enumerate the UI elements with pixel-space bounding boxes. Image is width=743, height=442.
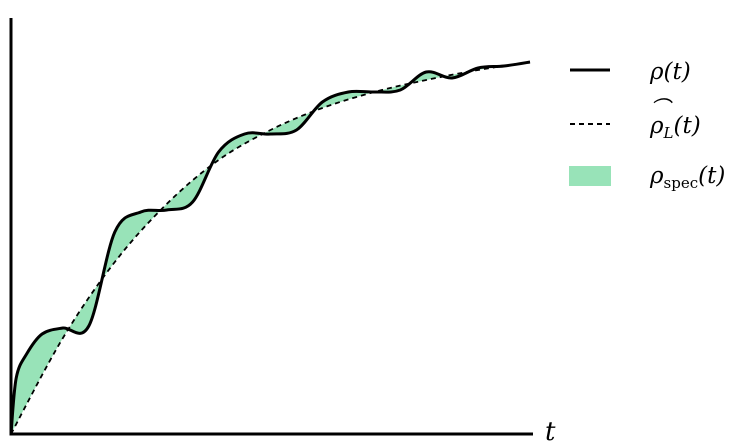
- legend-arg: (t): [698, 163, 725, 189]
- legend-base: ρ: [649, 163, 664, 189]
- legend-base: ρ: [649, 113, 664, 139]
- smoothed-density-line: [10, 61, 531, 435]
- legend-label-density: ρ(t): [649, 59, 691, 85]
- legend-item-smoothed: ⌒ ρL(t): [570, 96, 701, 142]
- legend-item-spec: ρspec(t): [569, 163, 725, 192]
- x-axis-label: t: [545, 417, 556, 442]
- legend-arg: (t): [674, 113, 701, 139]
- legend-swatch-fill: [569, 166, 611, 186]
- density-line: [9, 60, 531, 435]
- spec-region-fill: [11, 62, 530, 434]
- legend-item-density: ρ(t): [570, 59, 691, 85]
- legend: ρ(t) ⌒ ρL(t) ρspec(t): [569, 59, 725, 192]
- legend-label-spec: ρspec(t): [649, 163, 725, 192]
- plot-area: [9, 60, 531, 435]
- hat-accent: ⌒: [650, 96, 673, 120]
- legend-base: ρ: [649, 59, 664, 85]
- legend-sub: spec: [664, 174, 699, 192]
- legend-arg: (t): [664, 59, 691, 85]
- legend-label-smoothed: ρL(t): [649, 113, 701, 142]
- legend-sub: L: [663, 124, 674, 142]
- axes: t: [9, 18, 556, 442]
